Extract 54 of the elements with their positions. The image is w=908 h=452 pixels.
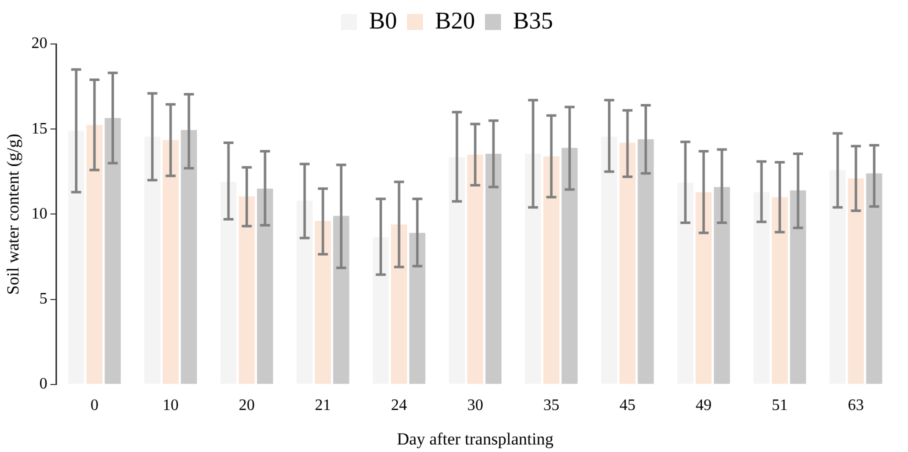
x-tick-label: 20	[238, 397, 255, 414]
bar	[772, 197, 788, 384]
bar	[562, 148, 578, 384]
bar	[485, 154, 502, 384]
legend-label: B0	[368, 8, 398, 34]
x-tick-label: 0	[90, 397, 98, 414]
x-tick-label: 63	[848, 397, 864, 414]
bar	[753, 192, 770, 384]
bar	[296, 200, 313, 384]
bar	[257, 188, 274, 384]
x-tick-label: 45	[619, 397, 636, 414]
bar	[104, 118, 121, 384]
bar	[391, 224, 408, 384]
bar	[162, 140, 179, 384]
y-tick-label: 10	[31, 205, 48, 222]
bar	[601, 136, 618, 384]
bar	[696, 192, 712, 384]
bar	[848, 178, 864, 384]
bar	[333, 216, 350, 384]
bar	[619, 142, 636, 384]
bar	[220, 182, 237, 384]
bar	[180, 130, 197, 384]
legend-label: B35	[513, 8, 554, 34]
y-tick-label: 5	[39, 290, 48, 308]
x-tick-label: 30	[467, 397, 484, 414]
bar	[714, 186, 730, 384]
x-tick-label: 35	[543, 397, 560, 414]
bar	[238, 196, 255, 384]
bar	[830, 170, 846, 384]
bar	[866, 173, 882, 384]
bar	[409, 232, 426, 384]
y-tick-label: 20	[31, 35, 48, 52]
bar	[86, 124, 103, 384]
x-tick-label: 51	[772, 397, 788, 414]
x-tick-label: 49	[696, 397, 712, 414]
bar	[543, 156, 560, 384]
bar	[372, 237, 389, 384]
x-tick-label: 10	[162, 397, 179, 414]
y-tick-label: 15	[31, 120, 48, 138]
bar	[467, 154, 484, 384]
bar	[314, 221, 331, 384]
x-tick-label: 21	[314, 397, 331, 414]
legend-label: B20	[434, 8, 476, 34]
bar	[68, 130, 84, 384]
bar	[448, 157, 465, 384]
y-tick-label: 0	[39, 376, 48, 393]
x-axis-title: Day after transplanting	[396, 429, 554, 448]
bar	[525, 154, 542, 384]
bar	[790, 190, 806, 384]
bar	[677, 182, 694, 384]
bar	[638, 139, 654, 384]
x-tick-label: 24	[391, 397, 408, 414]
y-axis-title: Soil water content (g/g)	[4, 134, 23, 295]
bar	[144, 136, 160, 384]
